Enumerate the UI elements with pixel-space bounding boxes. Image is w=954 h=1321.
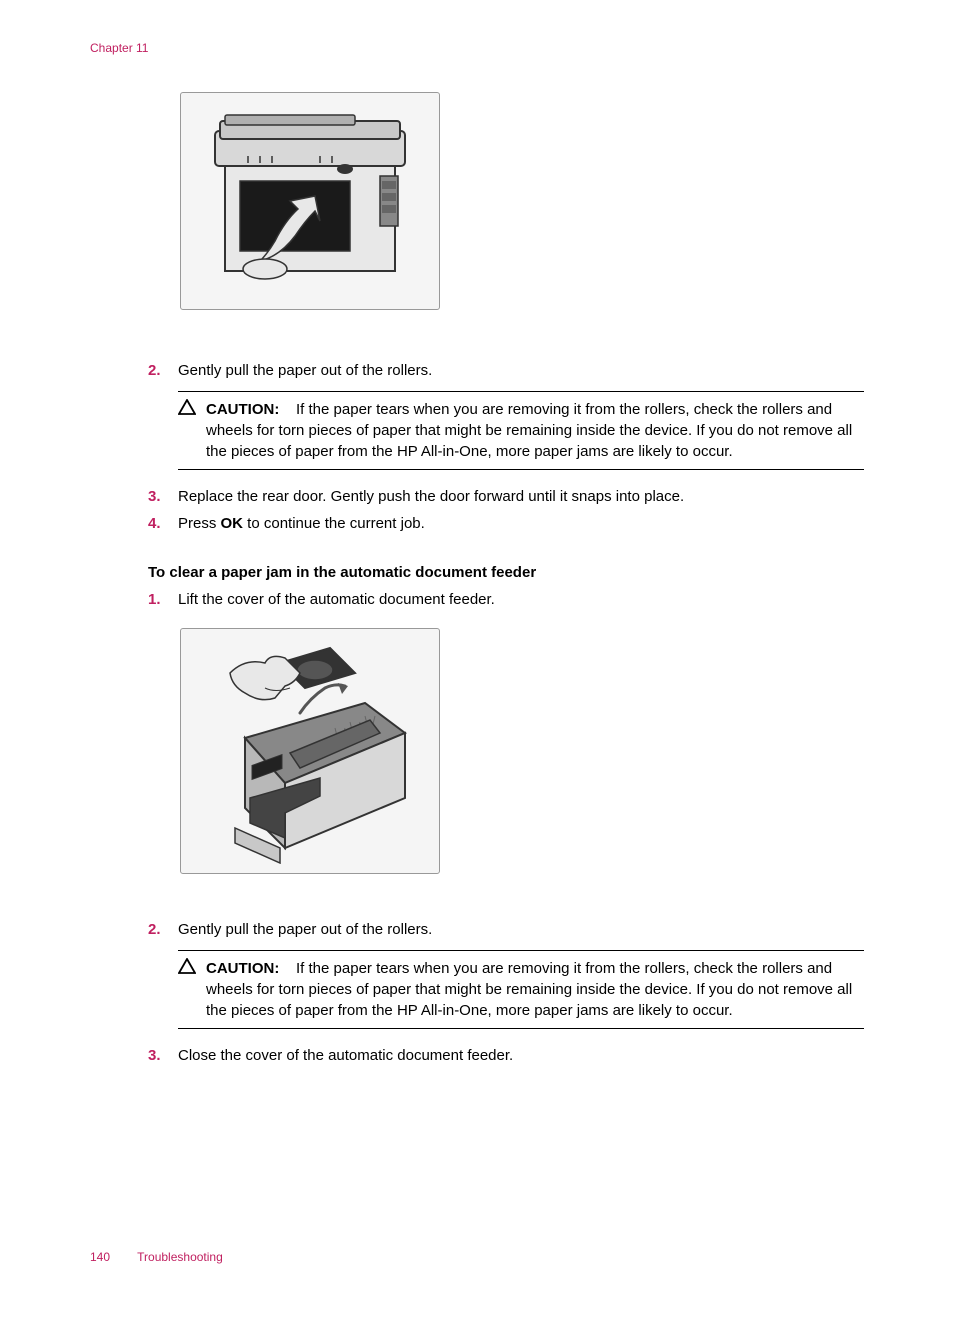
step-1-section2: 1. Lift the cover of the automatic docum… [148, 589, 864, 610]
page-number: 140 [90, 1250, 110, 1264]
caution-body: If the paper tears when you are removing… [206, 960, 852, 1019]
footer-title: Troubleshooting [137, 1250, 223, 1264]
step-list-2: 1. Lift the cover of the automatic docum… [148, 589, 864, 610]
step-text: Lift the cover of the automatic document… [178, 589, 864, 610]
step-3-section2: 3. Close the cover of the automatic docu… [148, 1045, 864, 1066]
caution-box-2: CAUTION: If the paper tears when you are… [178, 950, 864, 1029]
page-footer: 140 Troubleshooting [90, 1249, 223, 1266]
step-number: 4. [148, 513, 178, 534]
adf-cover-illustration [180, 628, 440, 874]
step-number: 2. [148, 919, 178, 1039]
printer-rear-door-illustration [180, 92, 440, 310]
caution-content: CAUTION: If the paper tears when you are… [178, 958, 864, 1021]
caution-text: CAUTION: If the paper tears when you are… [206, 399, 864, 462]
step-text-container: Gently pull the paper out of the rollers… [178, 919, 864, 1039]
step-number: 2. [148, 360, 178, 480]
step-number: 1. [148, 589, 178, 610]
step-list-3: 2. Gently pull the paper out of the roll… [148, 919, 864, 1066]
step-number: 3. [148, 1045, 178, 1066]
ok-bold: OK [221, 515, 244, 532]
chapter-header: Chapter 11 [90, 40, 864, 57]
caution-box-1: CAUTION: If the paper tears when you are… [178, 391, 864, 470]
step-text: Press OK to continue the current job. [178, 513, 864, 534]
page-content: Chapter 11 2. Gently pull the pape [0, 0, 954, 1112]
caution-text: CAUTION: If the paper tears when you are… [206, 958, 864, 1021]
printer-svg-2 [190, 638, 430, 864]
step-text: Close the cover of the automatic documen… [178, 1045, 864, 1066]
step-3-section1: 3. Replace the rear door. Gently push th… [148, 486, 864, 507]
step-number: 3. [148, 486, 178, 507]
step-text: Gently pull the paper out of the rollers… [178, 921, 432, 938]
section-heading-adf: To clear a paper jam in the automatic do… [148, 562, 864, 583]
step-4-section1: 4. Press OK to continue the current job. [148, 513, 864, 534]
step-text: Replace the rear door. Gently push the d… [178, 486, 864, 507]
step-2-section2: 2. Gently pull the paper out of the roll… [148, 919, 864, 1039]
step-2-section1: 2. Gently pull the paper out of the roll… [148, 360, 864, 480]
printer-svg-1 [190, 101, 430, 301]
step-list-1: 2. Gently pull the paper out of the roll… [148, 360, 864, 534]
caution-triangle-icon [178, 399, 206, 421]
caution-label: CAUTION: [206, 401, 279, 418]
caution-content: CAUTION: If the paper tears when you are… [178, 399, 864, 462]
caution-triangle-icon [178, 958, 206, 980]
caution-body: If the paper tears when you are removing… [206, 401, 852, 460]
caution-label: CAUTION: [206, 960, 279, 977]
step-text: Gently pull the paper out of the rollers… [178, 362, 432, 379]
step-text-container: Gently pull the paper out of the rollers… [178, 360, 864, 480]
